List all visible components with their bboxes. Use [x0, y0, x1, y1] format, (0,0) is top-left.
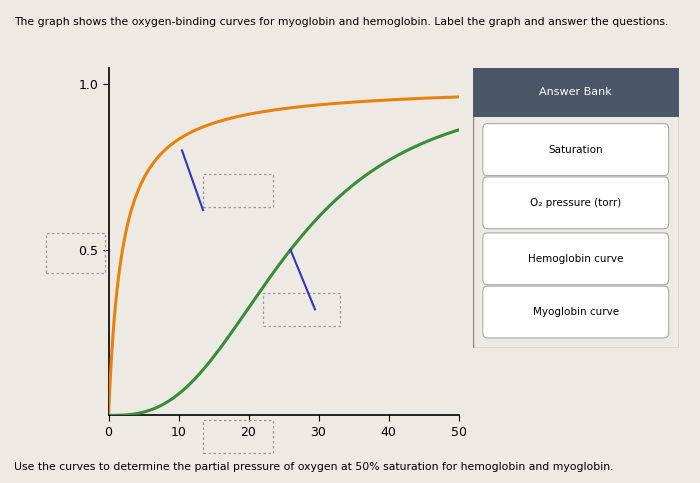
FancyBboxPatch shape — [483, 124, 668, 175]
FancyBboxPatch shape — [483, 177, 668, 228]
Bar — [203, 420, 273, 454]
Bar — [46, 233, 105, 273]
Text: Saturation: Saturation — [548, 144, 603, 155]
Bar — [203, 173, 273, 207]
Text: O₂ pressure (torr): O₂ pressure (torr) — [530, 198, 622, 208]
Text: Answer Bank: Answer Bank — [540, 87, 612, 97]
Text: Use the curves to determine the partial pressure of oxygen at 50% saturation for: Use the curves to determine the partial … — [14, 462, 613, 472]
Text: Hemoglobin curve: Hemoglobin curve — [528, 254, 624, 264]
Text: The graph shows the oxygen-binding curves for myoglobin and hemoglobin. Label th: The graph shows the oxygen-binding curve… — [14, 17, 668, 27]
FancyBboxPatch shape — [483, 286, 668, 338]
Bar — [262, 293, 340, 326]
FancyBboxPatch shape — [483, 233, 668, 284]
Text: Myoglobin curve: Myoglobin curve — [533, 307, 619, 317]
Bar — [473, 68, 679, 116]
